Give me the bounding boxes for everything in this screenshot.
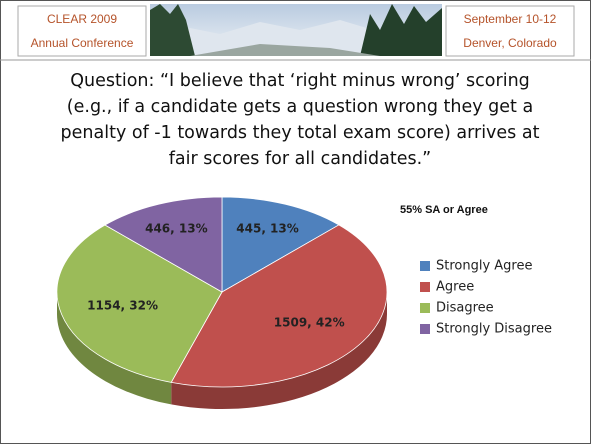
question-line: (e.g., if a candidate gets a question wr…	[67, 97, 533, 117]
header-left-box	[17, 5, 147, 57]
question-line: penalty of -1 towards they total exam sc…	[61, 123, 540, 143]
legend-label: Agree	[436, 280, 474, 295]
header-right-box	[445, 5, 575, 57]
header-left-text: CLEAR 2009	[47, 12, 117, 26]
annotation: 55% SA or Agree	[400, 204, 488, 216]
legend-label: Disagree	[436, 301, 494, 316]
legend-swatch	[420, 261, 430, 271]
header-image	[150, 4, 442, 56]
legend-swatch	[420, 282, 430, 292]
data-label: 446, 13%	[145, 221, 208, 235]
slice	[56, 224, 223, 383]
data-label: 1509, 42%	[274, 315, 345, 329]
slice	[170, 224, 388, 388]
data-label: 445, 13%	[236, 221, 299, 235]
legend-swatch	[420, 303, 430, 313]
slice-side	[171, 292, 387, 409]
slice-side	[57, 292, 172, 405]
question-line: fair scores for all candidates.”	[169, 149, 431, 169]
header-left-text: Annual Conference	[31, 36, 134, 50]
data-label: 1154, 32%	[87, 298, 158, 312]
legend-label: Strongly Disagree	[436, 322, 552, 337]
header-right-text: September 10-12	[464, 12, 557, 26]
legend-label: Strongly Agree	[436, 259, 533, 274]
slice	[104, 196, 223, 293]
slice	[221, 196, 340, 293]
legend-swatch	[420, 324, 430, 334]
header-right-text: Denver, Colorado	[463, 36, 557, 50]
question-line: Question: “I believe that ‘right minus w…	[70, 71, 530, 91]
